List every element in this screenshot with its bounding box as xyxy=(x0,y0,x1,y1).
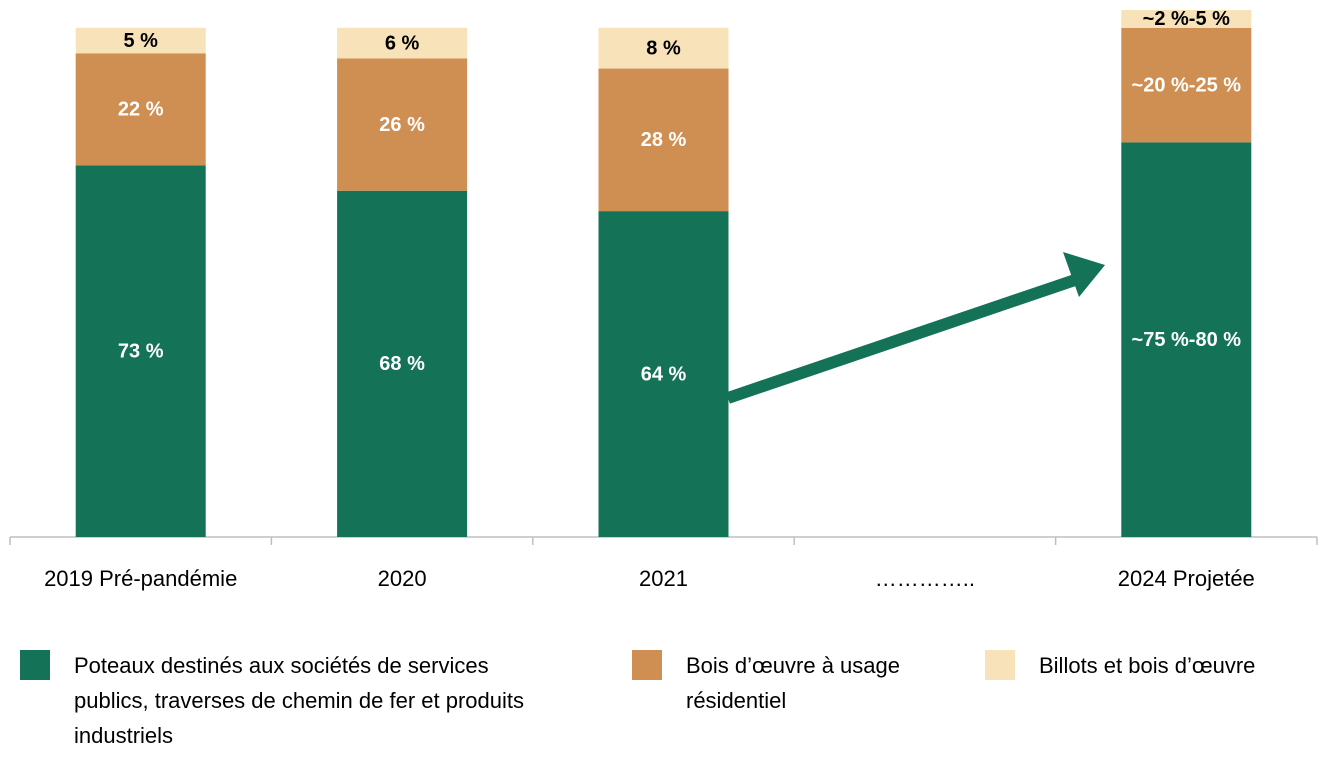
bar-segment xyxy=(75,27,206,54)
data-label: 22 % xyxy=(118,99,164,121)
bar-segment xyxy=(1121,142,1252,537)
legend-label: Poteaux destinés aux sociétés de service… xyxy=(74,653,525,748)
bar-segment xyxy=(598,68,729,212)
data-label: ~75 %-80 % xyxy=(1132,329,1242,351)
data-label: ~2 %-5 % xyxy=(1143,8,1230,30)
data-label: 68 % xyxy=(379,353,425,375)
trend-arrow xyxy=(726,252,1105,404)
bars: 73 % 22 % 5 % 68 % 26 % 6 % 64 % 28 % 8 % ~75 %-8… xyxy=(75,8,1252,538)
axis-ticks xyxy=(9,537,1318,545)
bar-segment xyxy=(75,53,206,166)
x-tick-label: 2021 xyxy=(639,566,688,591)
legend-entry: Billots et bois d’œuvre xyxy=(985,648,1327,683)
data-label: 28 % xyxy=(641,129,687,151)
bar-segment xyxy=(75,165,206,538)
bar-segment xyxy=(598,211,729,537)
legend-entry: Bois d’œuvre à usage résidentiel xyxy=(632,648,946,718)
x-tick-label: 2019 Pré-pandémie xyxy=(44,566,237,591)
data-label: 8 % xyxy=(646,37,681,59)
data-label: 26 % xyxy=(379,114,425,136)
data-label: 73 % xyxy=(118,340,164,362)
bar-segment xyxy=(1121,27,1252,143)
legend-swatch xyxy=(985,650,1015,680)
data-label: ~20 %-25 % xyxy=(1132,74,1242,96)
data-label: 64 % xyxy=(641,363,687,385)
arrow-shaft xyxy=(726,274,1077,404)
data-label: 6 % xyxy=(385,32,420,54)
bar-segment xyxy=(337,190,468,537)
bar-segment xyxy=(598,27,729,69)
x-tick-label: 2024 Projetée xyxy=(1118,566,1255,591)
legend-swatch xyxy=(20,650,50,680)
bar-segment xyxy=(1121,10,1252,28)
bar-segment xyxy=(337,27,468,59)
data-label: 5 % xyxy=(123,30,158,52)
x-tick-label: ………….. xyxy=(875,566,975,591)
legend-entry: Poteaux destinés aux sociétés de service… xyxy=(20,648,524,753)
x-tick-label: 2020 xyxy=(378,566,427,591)
bar-segment xyxy=(337,58,468,191)
legend-label: Bois d’œuvre à usage résidentiel xyxy=(686,653,900,713)
legend-label: Billots et bois d’œuvre xyxy=(1039,653,1256,678)
legend-swatch xyxy=(632,650,662,680)
arrow-head xyxy=(1063,252,1105,297)
